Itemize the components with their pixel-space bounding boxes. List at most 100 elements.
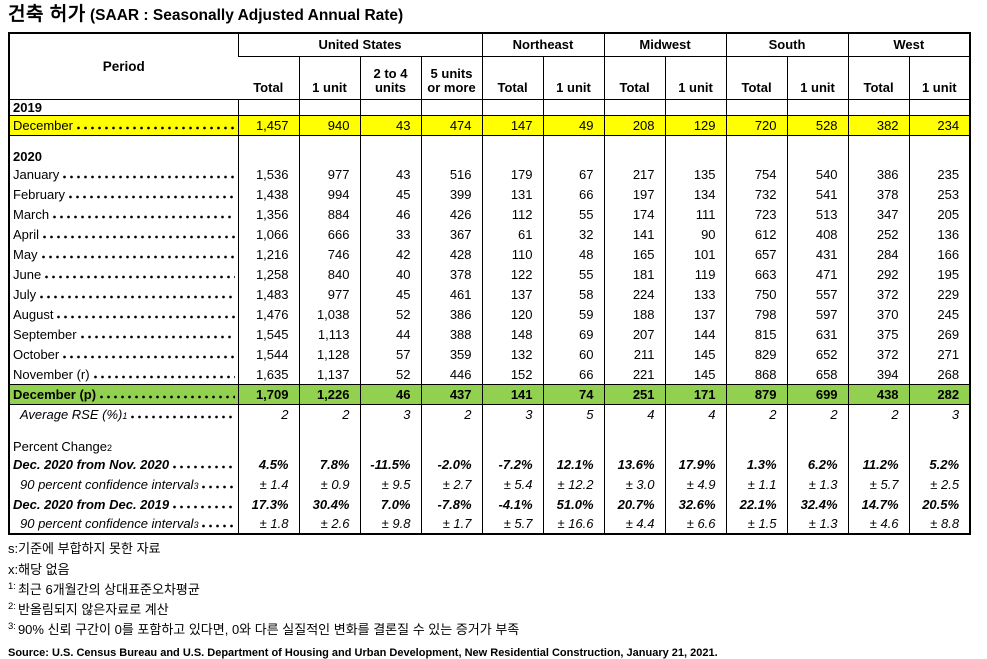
row-label-inner: January <box>13 167 238 182</box>
value-cell: 11.2% <box>847 454 910 475</box>
value-cell: 399 <box>420 184 483 205</box>
row-label-text: Dec. 2020 from Dec. 2019 <box>13 496 170 512</box>
value-cell: 437 <box>420 383 483 405</box>
column-header-northeast-1-unit: 1 unit <box>542 56 605 100</box>
footnote-text: x:해당 없음 <box>8 561 70 577</box>
row-label-inner: July <box>13 287 238 302</box>
value-cell: 557 <box>786 284 849 305</box>
dot-leader <box>69 194 235 199</box>
value-cell: ± 1.1 <box>725 474 788 495</box>
dot-leader <box>40 294 235 299</box>
value-cell: 2 <box>237 404 299 425</box>
table-row-90-percent-confidence-interval: 90 percent confidence interval 3 ± 1.8 ± 2.… <box>9 514 971 535</box>
value-cell <box>786 99 849 116</box>
value-cell <box>542 99 605 116</box>
value-cell: 408 <box>786 224 849 245</box>
value-cell <box>359 424 421 439</box>
value-cell: -11.5% <box>359 454 421 475</box>
value-cell: 474 <box>420 114 483 136</box>
footnote-line: 3: 90% 신뢰 구간이 0를 포함하고 있다면, 0와 다른 실질적인 변화를… <box>8 622 979 637</box>
value-cell <box>481 135 544 150</box>
value-cell: 386 <box>420 304 483 325</box>
row-label: August <box>9 304 238 324</box>
value-cell: 6.2% <box>786 454 849 475</box>
row-label-inner: 90 percent confidence interval 3 <box>20 516 238 531</box>
value-cell: 133 <box>664 284 727 305</box>
row-label-inner: Percent Change 2 <box>13 438 112 454</box>
dot-leader <box>57 314 235 319</box>
value-cell: 46 <box>359 383 421 405</box>
value-cell: 14.7% <box>847 494 910 515</box>
value-cell: 253 <box>908 184 971 205</box>
source-line: Source: U.S. Census Bureau and U.S. Depa… <box>8 646 718 659</box>
table-row-february: February 1,438 994 45 399 131 66 197 134 732 541 37… <box>9 184 971 205</box>
table-row-june: June 1,258 840 40 378 122 55 181 119 663 471 292 195 <box>9 264 971 285</box>
row-label: 90 percent confidence interval 3 <box>9 474 238 494</box>
value-cell: 754 <box>725 164 788 185</box>
value-cell: 181 <box>603 264 666 285</box>
value-cell <box>542 149 605 165</box>
row-label: June <box>9 264 238 284</box>
period-header: Period <box>9 32 238 100</box>
value-cell: 205 <box>908 204 971 225</box>
value-cell <box>725 149 788 165</box>
value-cell: 2 <box>725 404 788 425</box>
value-cell <box>664 135 727 150</box>
row-label-inner: 90 percent confidence interval 3 <box>20 477 238 492</box>
value-cell: 101 <box>664 244 727 265</box>
dot-leader <box>173 504 235 509</box>
value-cell: 7.8% <box>298 454 360 475</box>
value-cell: 131 <box>481 184 544 205</box>
value-cell: 631 <box>786 324 849 345</box>
value-cell: 69 <box>542 324 605 345</box>
value-cell: 829 <box>725 344 788 365</box>
value-cell: 1,038 <box>298 304 360 325</box>
row-label-inner: November (r) <box>13 367 238 382</box>
value-cell: 367 <box>420 224 483 245</box>
value-cell <box>481 424 544 439</box>
row-label: Average RSE (%) 1 <box>9 404 238 424</box>
value-cell <box>237 99 299 116</box>
value-cell: 5 <box>542 404 605 425</box>
row-label-inner: September <box>13 327 238 342</box>
table-row-september: September 1,545 1,113 44 388 148 69 207 144 815 63… <box>9 324 971 345</box>
row-label: December <box>9 114 238 136</box>
value-cell <box>908 99 971 116</box>
dot-leader <box>41 254 235 259</box>
value-cell: 1,536 <box>237 164 299 185</box>
value-cell: ± 6.6 <box>664 514 727 535</box>
value-cell <box>420 149 483 165</box>
value-cell <box>481 438 544 455</box>
value-cell: 1,226 <box>298 383 360 405</box>
value-cell: 1,438 <box>237 184 299 205</box>
dot-leader <box>45 274 235 279</box>
value-cell: 52 <box>359 364 421 385</box>
value-cell: 74 <box>542 383 605 405</box>
value-cell: 292 <box>847 264 910 285</box>
value-cell <box>603 99 666 116</box>
value-cell: 2 <box>786 404 849 425</box>
value-cell: 12.1% <box>542 454 605 475</box>
row-label-text: 90 percent confidence interval <box>20 516 194 532</box>
value-cell: 245 <box>908 304 971 325</box>
value-cell: 145 <box>664 344 727 365</box>
row-label-inner: March <box>13 207 238 222</box>
row-label: July <box>9 284 238 304</box>
value-cell: 750 <box>725 284 788 305</box>
value-cell: 1,113 <box>298 324 360 345</box>
row-label-inner: December (p) <box>13 387 238 402</box>
value-cell: 699 <box>786 383 849 405</box>
value-cell: -2.0% <box>420 454 483 475</box>
dot-leader <box>202 484 235 489</box>
dot-leader <box>63 354 235 359</box>
value-cell: 372 <box>847 284 910 305</box>
value-cell: 111 <box>664 204 727 225</box>
table-row-spacer <box>9 424 971 439</box>
value-cell: 112 <box>481 204 544 225</box>
value-cell: 284 <box>847 244 910 265</box>
value-cell: 188 <box>603 304 666 325</box>
value-cell: 446 <box>420 364 483 385</box>
row-label-inner: October <box>13 347 238 362</box>
value-cell: 386 <box>847 164 910 185</box>
value-cell: ± 1.3 <box>786 474 849 495</box>
